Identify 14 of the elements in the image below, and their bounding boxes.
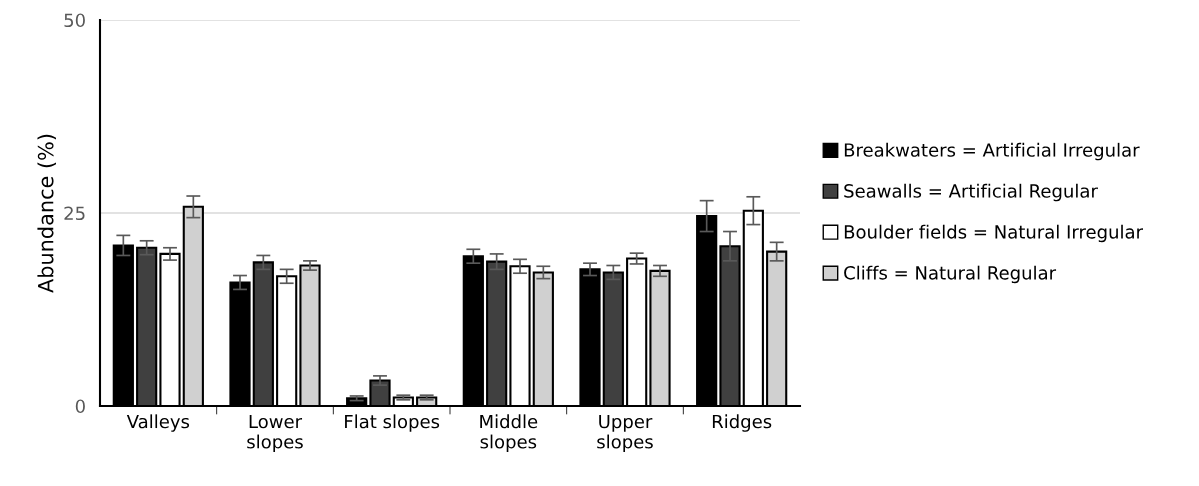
x-tick-label: Lower slopes [247, 414, 303, 453]
legend-label: Breakwaters = Artificial Irregular [844, 142, 1140, 161]
x-tick-label: Ridges [712, 414, 772, 432]
y-tick-label: 0 [75, 399, 85, 414]
legend-label: Cliffs = Natural Regular [844, 265, 1057, 284]
y-tick-label: 25 [64, 206, 85, 221]
y-axis-title: Abundance (%) [37, 134, 56, 293]
x-tick-label: Flat slopes [345, 414, 440, 432]
legend-label: Boulder fields = Natural Irregular [844, 224, 1144, 243]
x-tick-label: Middle slopes [480, 414, 538, 453]
y-tick-label: 50 [64, 13, 85, 28]
x-tick-label: Valleys [126, 414, 190, 432]
legend-label: Seawalls = Artificial Regular [844, 183, 1098, 202]
x-tick-label: Upper slopes [597, 414, 653, 453]
